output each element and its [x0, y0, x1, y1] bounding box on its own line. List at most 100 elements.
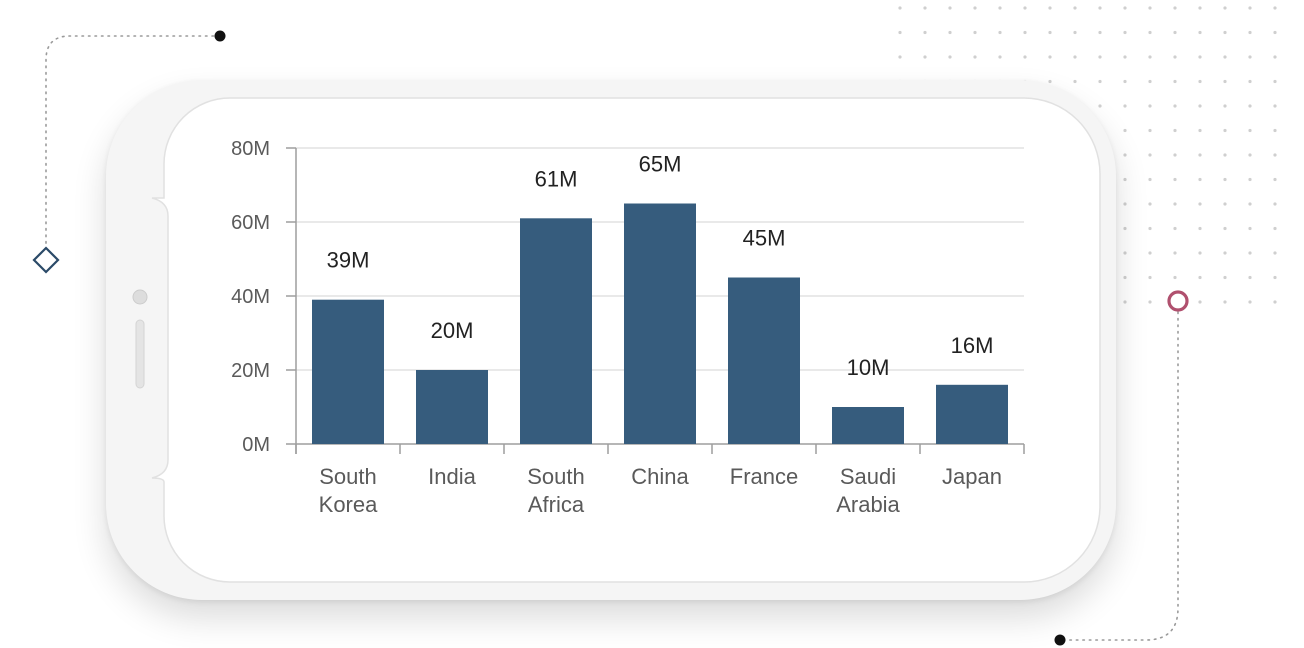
bars — [312, 203, 1008, 444]
decor-dot — [1223, 79, 1227, 84]
category-label-line: Africa — [528, 492, 585, 517]
decor-dot — [1073, 6, 1077, 10]
decor-dot — [1248, 275, 1252, 280]
decor-dot — [1048, 55, 1052, 59]
decor-dot — [1148, 300, 1152, 304]
y-tick-label: 80M — [231, 138, 270, 160]
data-label: 16M — [951, 333, 994, 358]
decor-dot — [1273, 6, 1277, 10]
decor-dot — [1098, 104, 1102, 108]
decor-dot — [898, 55, 902, 59]
decor-dot — [1123, 79, 1127, 84]
decor-dot — [1073, 79, 1077, 84]
decor-dot — [1198, 300, 1202, 304]
bar-france — [728, 277, 800, 444]
decor-dot — [1223, 300, 1227, 304]
decor-dot — [1248, 202, 1252, 206]
decor-dot — [1273, 79, 1277, 84]
category-label: South Africa — [527, 464, 585, 517]
decor-dot — [1148, 79, 1152, 84]
decor-dot — [1173, 275, 1177, 280]
decor-dot — [1123, 30, 1127, 35]
decor-dot — [1273, 177, 1277, 182]
decor-dot — [923, 55, 927, 59]
decor-dot — [1223, 177, 1227, 182]
decor-dot — [1048, 30, 1052, 35]
decor-dot — [1248, 251, 1252, 255]
decor-dot — [1198, 202, 1202, 206]
decor-dot — [998, 55, 1002, 59]
decor-dot — [1273, 202, 1277, 206]
decor-dot — [1248, 300, 1252, 304]
decor-dot — [1198, 6, 1202, 10]
bar-saudi-arabia — [832, 407, 904, 444]
connector-dot-bottom — [1054, 634, 1066, 646]
decor-dot — [1048, 6, 1052, 10]
phone-speaker — [135, 319, 145, 389]
y-axis: 0M 20M 40M 60M 80M — [231, 138, 297, 456]
decor-dot — [948, 55, 952, 59]
decor-dot — [1123, 226, 1127, 231]
decor-dot — [1273, 55, 1277, 59]
decor-dot — [1223, 251, 1227, 255]
decor-dot — [1023, 6, 1027, 10]
decor-dot — [1223, 128, 1227, 133]
decor-dot — [1223, 226, 1227, 231]
decor-dot — [1098, 6, 1102, 10]
decor-dot — [1273, 275, 1277, 280]
decor-dot — [1073, 55, 1077, 59]
decor-dot — [1273, 30, 1277, 35]
decor-dot — [1248, 30, 1252, 35]
decor-dot — [1223, 55, 1227, 59]
decor-dot — [1248, 55, 1252, 59]
decor-dot — [1248, 6, 1252, 10]
decor-dot — [1048, 79, 1052, 84]
decor-dot — [923, 6, 927, 10]
decor-dot — [1123, 104, 1127, 108]
decor-dot — [1248, 104, 1252, 108]
decor-dot — [998, 30, 1002, 35]
decor-dot — [1273, 300, 1277, 304]
category-label-line: Korea — [319, 492, 378, 517]
decor-dot — [1223, 104, 1227, 108]
decor-dot — [1173, 153, 1177, 157]
decor-dot — [1273, 251, 1277, 255]
decor-dot — [1223, 275, 1227, 280]
decor-dot — [1148, 6, 1152, 10]
decor-dot — [1148, 104, 1152, 108]
decor-dot — [973, 55, 977, 59]
data-label: 39M — [327, 248, 370, 273]
phone-camera — [132, 289, 148, 305]
decor-dot — [1173, 104, 1177, 108]
decor-dot — [1098, 55, 1102, 59]
y-tick-label: 0M — [242, 434, 270, 456]
decor-dot — [1148, 251, 1152, 255]
decor-dot — [1148, 202, 1152, 206]
decor-dot — [1223, 202, 1227, 206]
decor-dot — [1223, 30, 1227, 35]
decor-dot — [948, 6, 952, 10]
decor-dot — [1123, 300, 1127, 304]
decor-dot — [1148, 177, 1152, 182]
decor-dot — [1123, 202, 1127, 206]
data-label: 61M — [535, 166, 578, 191]
decor-dot — [1123, 275, 1127, 280]
decor-dot — [1198, 177, 1202, 182]
category-label: France — [730, 464, 798, 489]
category-labels: South Korea India South Africa China France Sau… — [319, 464, 1002, 517]
decor-dot — [1223, 6, 1227, 10]
y-tick-label: 40M — [231, 286, 270, 308]
data-label: 20M — [431, 318, 474, 343]
decor-dot — [923, 30, 927, 35]
decor-dot — [1123, 128, 1127, 133]
category-label-line: India — [428, 464, 476, 489]
decor-dot — [1148, 30, 1152, 35]
decor-dot — [1198, 55, 1202, 59]
category-label-line: South — [527, 464, 585, 489]
decor-dot — [1148, 275, 1152, 280]
category-label-line: Japan — [942, 464, 1002, 489]
data-labels: 39M 20M 61M 65M 45M 10M 16M — [327, 152, 994, 381]
bar-china — [624, 203, 696, 444]
category-label-line: South — [319, 464, 377, 489]
x-axis — [295, 443, 1025, 454]
